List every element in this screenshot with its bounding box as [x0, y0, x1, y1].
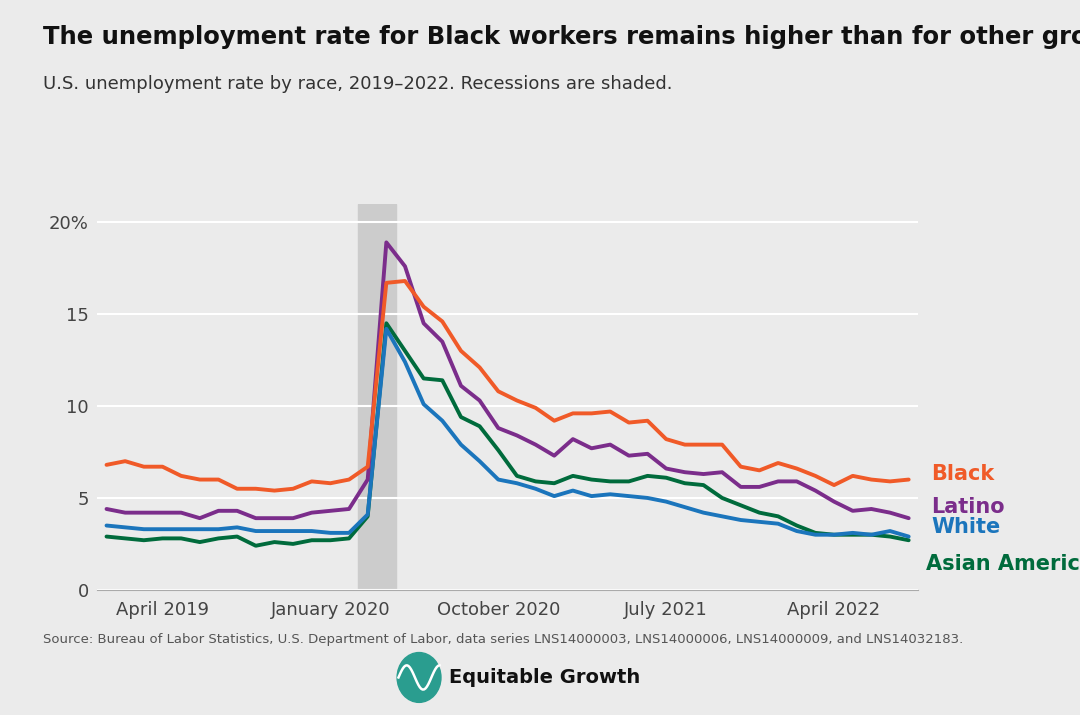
- Text: The unemployment rate for Black workers remains higher than for other groups: The unemployment rate for Black workers …: [43, 25, 1080, 49]
- Text: Source: Bureau of Labor Statistics, U.S. Department of Labor, data series LNS140: Source: Bureau of Labor Statistics, U.S.…: [43, 633, 963, 646]
- Text: Black: Black: [931, 464, 995, 484]
- Text: Latino: Latino: [931, 497, 1004, 517]
- Text: U.S. unemployment rate by race, 2019–2022. Recessions are shaded.: U.S. unemployment rate by race, 2019–202…: [43, 75, 673, 93]
- Text: White: White: [931, 518, 1000, 538]
- Text: Asian American: Asian American: [926, 554, 1080, 574]
- Bar: [359, 204, 395, 590]
- Text: Equitable Growth: Equitable Growth: [449, 668, 640, 687]
- Ellipse shape: [397, 653, 441, 702]
